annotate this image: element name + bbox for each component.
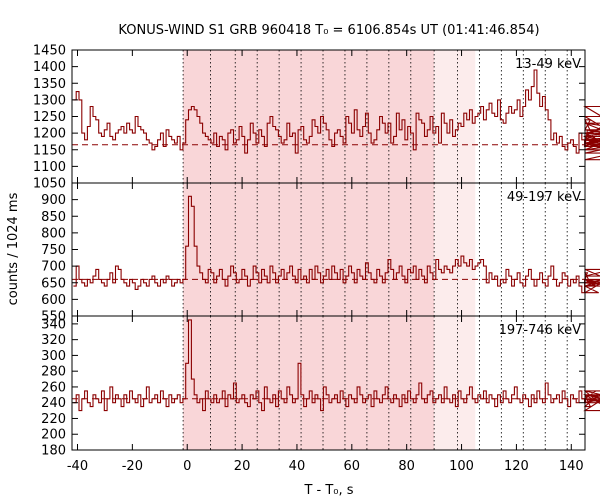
x-tick-label: 100	[449, 459, 474, 474]
highlight-band	[183, 50, 435, 183]
y-tick-label: 300	[41, 349, 66, 364]
y-tick-label: 900	[41, 193, 66, 208]
y-tick-label: 1050	[33, 177, 66, 192]
y-tick-label: 320	[41, 333, 66, 348]
y-tick-label: 240	[41, 396, 66, 411]
chart-panels: 10501100115012001250130013501400145013-4…	[33, 44, 600, 474]
y-tick-label: 1150	[33, 143, 66, 158]
highlight-band-light	[434, 316, 476, 450]
chart-title: KONUS-WIND S1 GRB 960418 T₀ = 6106.854s …	[118, 23, 539, 38]
series-step-line	[73, 195, 600, 294]
y-tick-label: 280	[41, 365, 66, 380]
y-tick-label: 1250	[33, 110, 66, 125]
y-tick-label: 180	[41, 444, 66, 459]
panel-energy-label: 49-197 keV	[507, 190, 581, 205]
panel-frame	[71, 315, 586, 451]
panel-energy-label: 13-49 keV	[515, 57, 581, 72]
y-tick-label: 650	[41, 276, 66, 291]
y-tick-label: 340	[41, 317, 66, 332]
highlight-band	[183, 183, 435, 316]
y-tick-label: 1400	[33, 60, 66, 75]
y-tick-label: 260	[41, 380, 66, 395]
series-step-line	[73, 319, 600, 412]
x-tick-label: 120	[504, 459, 529, 474]
y-tick-label: 850	[41, 210, 66, 225]
y-tick-label: 200	[41, 428, 66, 443]
x-tick-label: 60	[344, 459, 361, 474]
y-tick-label: 1350	[33, 77, 66, 92]
y-tick-label: 1200	[33, 127, 66, 142]
y-axis-title: counts / 1024 ms	[6, 192, 21, 305]
x-tick-label: 140	[559, 459, 584, 474]
highlight-band	[183, 316, 435, 450]
highlight-band-light	[434, 183, 476, 316]
y-tick-label: 700	[41, 260, 66, 275]
y-tick-label: 1300	[33, 93, 66, 108]
x-axis-title: T - T₀, s	[303, 483, 353, 498]
x-tick-label: 40	[289, 459, 306, 474]
x-tick-label: -40	[67, 459, 88, 474]
y-tick-label: 800	[41, 226, 66, 241]
panel-energy-label: 197-746 keV	[499, 323, 582, 338]
y-tick-label: 600	[41, 293, 66, 308]
y-tick-label: 1450	[33, 44, 66, 59]
x-tick-label: 20	[234, 459, 251, 474]
y-tick-label: 550	[41, 310, 66, 325]
y-tick-label: 220	[41, 412, 66, 427]
x-tick-label: 80	[398, 459, 415, 474]
x-tick-label: 0	[183, 459, 191, 474]
y-tick-label: 1100	[33, 160, 66, 175]
x-tick-label: -20	[122, 459, 143, 474]
y-tick-label: 750	[41, 243, 66, 258]
